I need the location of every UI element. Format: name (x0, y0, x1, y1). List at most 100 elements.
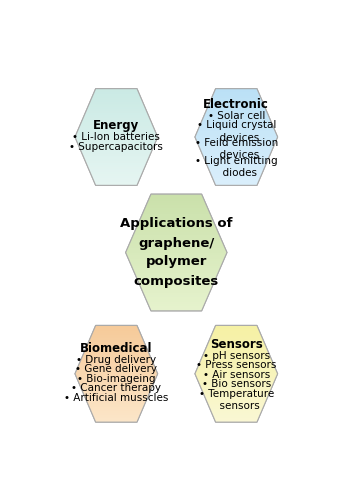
Polygon shape (62, 360, 171, 362)
Polygon shape (182, 324, 291, 326)
Polygon shape (182, 172, 291, 174)
Polygon shape (182, 404, 291, 406)
Polygon shape (182, 137, 291, 139)
Polygon shape (62, 156, 171, 158)
Polygon shape (182, 334, 291, 336)
Polygon shape (62, 350, 171, 352)
Polygon shape (112, 226, 240, 228)
Polygon shape (182, 400, 291, 402)
Polygon shape (182, 128, 291, 130)
Polygon shape (62, 411, 171, 413)
Text: • Solar cell: • Solar cell (207, 110, 265, 120)
Polygon shape (62, 352, 171, 354)
Polygon shape (182, 83, 291, 85)
Polygon shape (112, 221, 240, 224)
Polygon shape (182, 413, 291, 414)
Polygon shape (112, 282, 240, 284)
Polygon shape (182, 182, 291, 184)
Polygon shape (62, 135, 171, 137)
Polygon shape (62, 408, 171, 409)
Text: Electronic: Electronic (203, 98, 269, 110)
Polygon shape (62, 176, 171, 178)
Polygon shape (62, 150, 171, 152)
Polygon shape (62, 346, 171, 348)
Polygon shape (182, 344, 291, 346)
Polygon shape (182, 107, 291, 109)
Polygon shape (62, 404, 171, 406)
Polygon shape (182, 380, 291, 381)
Polygon shape (182, 378, 291, 380)
Polygon shape (62, 366, 171, 368)
Polygon shape (62, 357, 171, 359)
Polygon shape (182, 331, 291, 333)
Text: • Bio sensors: • Bio sensors (202, 380, 271, 390)
Polygon shape (182, 387, 291, 388)
Text: • Temperature
  sensors: • Temperature sensors (199, 389, 274, 411)
Polygon shape (112, 228, 240, 230)
Polygon shape (182, 355, 291, 357)
Polygon shape (62, 354, 171, 355)
Polygon shape (62, 328, 171, 329)
Polygon shape (62, 170, 171, 172)
Polygon shape (182, 422, 291, 424)
Text: • Feild emission
  devices: • Feild emission devices (195, 138, 278, 160)
Polygon shape (112, 230, 240, 232)
Polygon shape (182, 350, 291, 352)
Polygon shape (182, 81, 291, 83)
Text: • Bio-imageing: • Bio-imageing (77, 374, 155, 384)
Text: • Air sensors: • Air sensors (203, 370, 270, 380)
Polygon shape (182, 135, 291, 137)
Polygon shape (182, 376, 291, 378)
Polygon shape (62, 158, 171, 160)
Polygon shape (75, 326, 158, 422)
Polygon shape (62, 381, 171, 383)
Polygon shape (112, 242, 240, 244)
Polygon shape (182, 100, 291, 102)
Polygon shape (182, 402, 291, 404)
Polygon shape (182, 154, 291, 156)
Polygon shape (182, 322, 291, 324)
Polygon shape (112, 201, 240, 203)
Polygon shape (112, 219, 240, 221)
Text: Biomedical: Biomedical (80, 342, 153, 354)
Polygon shape (62, 92, 171, 94)
Polygon shape (112, 304, 240, 306)
Polygon shape (182, 156, 291, 158)
Polygon shape (62, 113, 171, 114)
Polygon shape (182, 320, 291, 322)
Polygon shape (62, 146, 171, 148)
Polygon shape (62, 187, 171, 189)
Polygon shape (112, 190, 240, 192)
Polygon shape (112, 224, 240, 226)
Polygon shape (182, 398, 291, 400)
Polygon shape (112, 318, 240, 320)
Polygon shape (62, 372, 171, 374)
Polygon shape (182, 165, 291, 167)
Polygon shape (112, 254, 240, 257)
Polygon shape (62, 85, 171, 87)
Polygon shape (112, 239, 240, 242)
Polygon shape (112, 295, 240, 298)
Polygon shape (112, 270, 240, 272)
Polygon shape (182, 385, 291, 387)
Polygon shape (126, 194, 227, 311)
Polygon shape (112, 264, 240, 266)
Polygon shape (62, 104, 171, 106)
Polygon shape (62, 114, 171, 116)
Polygon shape (62, 139, 171, 140)
Polygon shape (112, 212, 240, 214)
Polygon shape (112, 277, 240, 280)
Polygon shape (182, 390, 291, 392)
Polygon shape (112, 300, 240, 302)
Polygon shape (62, 191, 171, 193)
Polygon shape (182, 134, 291, 135)
Polygon shape (195, 88, 278, 186)
Polygon shape (62, 98, 171, 100)
Polygon shape (112, 288, 240, 290)
Polygon shape (182, 364, 291, 366)
Polygon shape (62, 120, 171, 122)
Polygon shape (62, 388, 171, 390)
Polygon shape (62, 163, 171, 165)
Polygon shape (112, 248, 240, 250)
Polygon shape (182, 388, 291, 390)
